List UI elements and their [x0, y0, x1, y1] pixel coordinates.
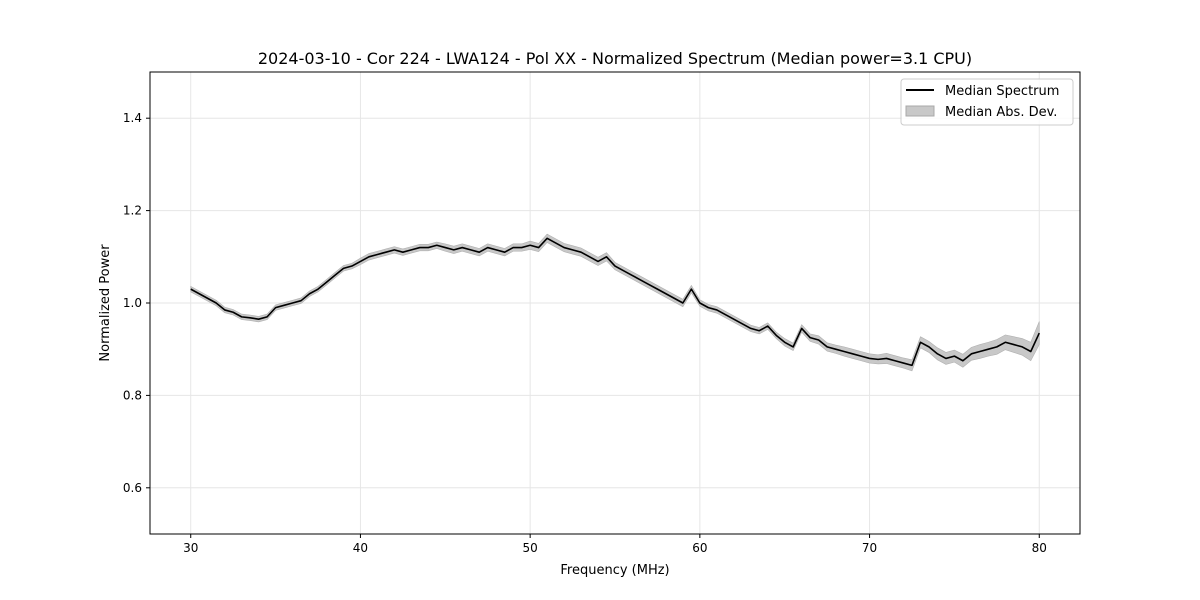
y-axis-ticks: 0.6 0.8 1.0 1.2 1.4	[123, 111, 150, 495]
y-axis-label: Normalized Power	[98, 244, 113, 362]
x-tick-label-0: 30	[183, 541, 198, 555]
chart-title: 2024-03-10 - Cor 224 - LWA124 - Pol XX -…	[258, 49, 972, 68]
y-tick-label-4: 1.4	[123, 111, 142, 125]
x-tick-label-1: 40	[353, 541, 368, 555]
x-tick-label-3: 60	[692, 541, 707, 555]
median-line-layer	[190, 237, 1040, 367]
legend: Median Spectrum Median Abs. Dev.	[900, 78, 1074, 126]
grid-lines	[150, 72, 1080, 534]
y-tick-label-1: 0.8	[123, 388, 142, 402]
median-spectrum-line	[190, 237, 1040, 367]
x-tick-label-5: 80	[1032, 541, 1047, 555]
legend-swatch-mad	[905, 105, 935, 117]
x-axis-ticks: 30 40 50 60 70 80	[183, 534, 1047, 555]
x-tick-label-4: 70	[862, 541, 877, 555]
mad-band-layer	[190, 233, 1040, 372]
x-tick-label-2: 50	[523, 541, 538, 555]
legend-label-median: Median Spectrum	[945, 84, 1059, 99]
y-tick-label-3: 1.2	[123, 204, 142, 218]
legend-label-mad: Median Abs. Dev.	[945, 105, 1057, 120]
y-tick-label-0: 0.6	[123, 481, 142, 495]
mad-band	[190, 233, 1040, 372]
x-axis-label: Frequency (MHz)	[560, 563, 669, 578]
y-tick-label-2: 1.0	[123, 296, 142, 310]
legend-box	[900, 78, 1074, 126]
plot-area	[149, 71, 1081, 535]
